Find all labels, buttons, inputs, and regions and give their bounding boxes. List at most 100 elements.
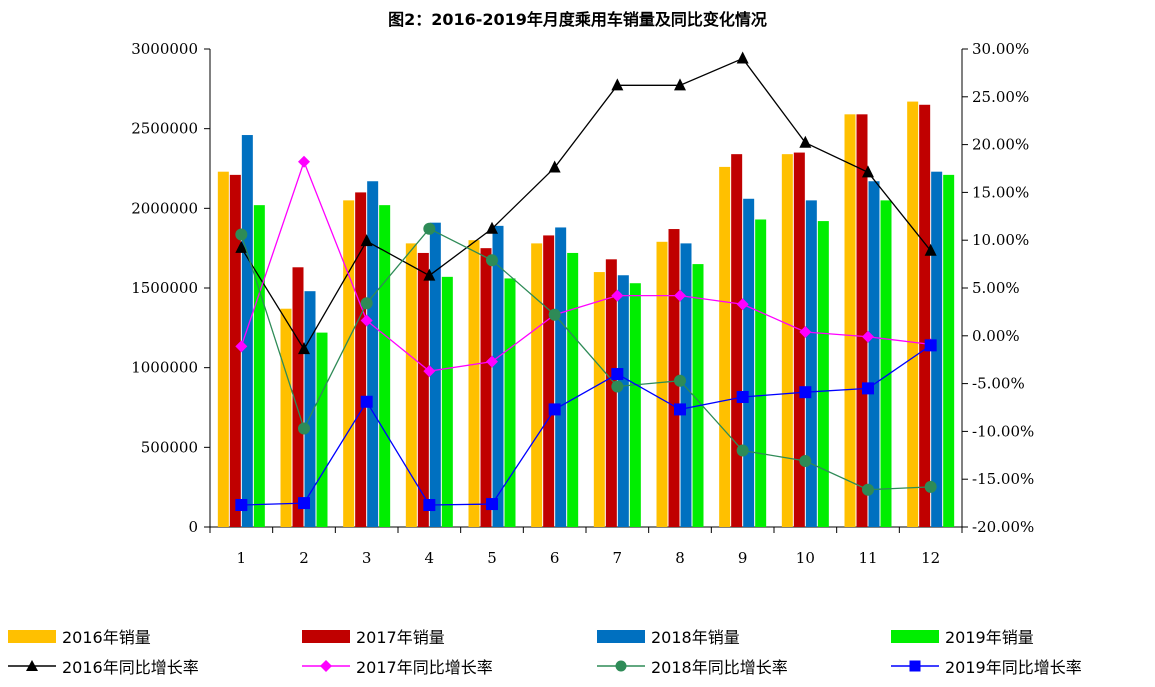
- legend-item: 2019年同比增长率: [891, 654, 1082, 678]
- x-tick-label: 4: [425, 549, 435, 567]
- bar-2019年销量-8: [692, 264, 704, 527]
- bar-2019年销量-4: [441, 276, 453, 527]
- bar-2018年销量-7: [617, 275, 629, 527]
- legend-line-marker: [597, 660, 645, 672]
- x-tick-label: 9: [738, 549, 748, 567]
- legend-label: 2016年销量: [62, 628, 151, 647]
- point-2019年同比增长率-12: [924, 339, 937, 352]
- bar-2017年销量-9: [731, 154, 743, 527]
- bar-2017年销量-5: [480, 248, 492, 527]
- point-2017年同比增长率-8: [674, 289, 686, 302]
- y-left-tick-label: 0: [188, 518, 198, 536]
- legend-line-marker: [891, 660, 939, 672]
- legend-label: 2019年同比增长率: [945, 658, 1082, 677]
- point-2016年同比增长率-3: [360, 234, 373, 247]
- bar-2018年销量-2: [304, 291, 316, 527]
- bar-2019年销量-3: [379, 205, 391, 527]
- y-left-tick-label: 1000000: [131, 359, 198, 377]
- y-right-tick-label: -20.00%: [972, 518, 1034, 536]
- point-2018年同比增长率-1: [235, 228, 248, 241]
- chart-title: 图2：2016-2019年月度乘用车销量及同比变化情况: [388, 10, 767, 29]
- point-2018年同比增长率-3: [360, 297, 373, 310]
- bar-2016年销量-8: [656, 241, 668, 527]
- bar-2016年销量-7: [593, 272, 605, 527]
- bar-2019年销量-5: [504, 278, 516, 527]
- bar-2018年销量-10: [805, 200, 817, 527]
- y-right-tick-label: 15.00%: [972, 183, 1029, 201]
- legend-swatch: [891, 629, 939, 643]
- bar-2017年销量-12: [919, 104, 931, 528]
- bar-2019年销量-6: [567, 252, 579, 528]
- legend-item: 2018年销量: [597, 624, 740, 648]
- bar-2018年销量-11: [868, 181, 880, 527]
- point-2019年同比增长率-6: [548, 403, 561, 416]
- point-2017年同比增长率-9: [736, 298, 749, 311]
- point-2018年同比增长率-11: [862, 483, 874, 496]
- bar-2019年销量-12: [943, 174, 955, 527]
- bar-2017年销量-3: [355, 192, 367, 527]
- bar-2016年销量-9: [719, 166, 731, 527]
- y-right-tick-label: -15.00%: [972, 470, 1034, 488]
- chart-plot: 0 500000 1000000 1500000 2000000 2500000 30000…: [131, 40, 1034, 567]
- bar-2016年销量-4: [405, 243, 417, 528]
- x-tick-label: 1: [237, 549, 247, 567]
- bar-2019年销量-1: [253, 205, 265, 527]
- point-2019年同比增长率-8: [674, 403, 686, 416]
- point-2016年同比增长率-11: [862, 165, 874, 178]
- point-2018年同比增长率-5: [486, 254, 498, 267]
- y-right-tick-label: 25.00%: [972, 88, 1029, 106]
- bar-2019年销量-9: [755, 219, 767, 527]
- x-tick-label: 6: [550, 549, 560, 567]
- bar-2018年销量-3: [367, 181, 379, 527]
- x-tick-label: 5: [487, 549, 497, 567]
- point-2019年同比增长率-2: [298, 497, 310, 510]
- bar-2018年销量-1: [241, 135, 253, 528]
- bar-2019年销量-11: [880, 200, 892, 527]
- bar-2017年销量-1: [229, 174, 241, 527]
- point-2017年同比增长率-10: [799, 325, 812, 338]
- y-right-tick-label: 20.00%: [972, 136, 1029, 154]
- line-2019年同比增长率: [241, 344, 932, 506]
- y-right-tick-label: -10.00%: [972, 422, 1034, 440]
- bar-2016年销量-5: [468, 240, 480, 527]
- x-tick-label: 12: [921, 549, 940, 567]
- bar-2018年销量-6: [555, 227, 567, 527]
- point-2017年同比增长率-3: [360, 314, 373, 327]
- line-2016年同比增长率: [240, 57, 932, 351]
- point-2018年同比增长率-10: [799, 455, 812, 468]
- bar-2017年销量-4: [417, 252, 429, 528]
- bar-2018年销量-4: [429, 222, 441, 527]
- point-2018年同比增长率-7: [611, 380, 624, 393]
- y-left-tick-label: 1500000: [131, 279, 198, 297]
- point-2019年同比增长率-1: [235, 499, 248, 512]
- point-2019年同比增长率-11: [862, 382, 874, 395]
- point-2016年同比增长率-4: [423, 268, 436, 281]
- bar-2018年销量-8: [680, 243, 692, 528]
- bar-2017年销量-7: [605, 259, 617, 527]
- legend-swatch: [8, 629, 56, 643]
- line-2018年同比增长率: [240, 227, 931, 491]
- point-2018年同比增长率-4: [423, 222, 436, 235]
- point-2019年同比增长率-4: [423, 499, 436, 512]
- y-left-tick-label: 500000: [141, 438, 198, 456]
- bar-2017年销量-11: [856, 114, 868, 528]
- bar-2017年销量-2: [292, 267, 304, 527]
- x-tick-label: 8: [675, 549, 685, 567]
- point-2016年同比增长率-6: [548, 160, 561, 173]
- point-2017年同比增长率-7: [611, 289, 624, 302]
- point-2016年同比增长率-1: [235, 240, 248, 253]
- bar-2017年销量-8: [668, 229, 680, 527]
- x-tick-label: 2: [299, 549, 309, 567]
- line-2017年同比增长率: [240, 159, 931, 372]
- legend-label: 2018年销量: [651, 628, 740, 647]
- point-2017年同比增长率-5: [486, 355, 498, 368]
- legend-item: 2016年销量: [8, 624, 151, 648]
- bar-2016年销量-11: [844, 114, 856, 528]
- x-tick-label: 7: [613, 549, 623, 567]
- y-right-tick-label: 0.00%: [972, 327, 1020, 345]
- point-2016年同比增长率-7: [611, 78, 624, 91]
- point-2016年同比增长率-8: [674, 78, 686, 91]
- bar-2016年销量-3: [343, 200, 355, 527]
- point-2019年同比增长率-9: [736, 390, 749, 403]
- legend-item: 2017年同比增长率: [302, 654, 493, 678]
